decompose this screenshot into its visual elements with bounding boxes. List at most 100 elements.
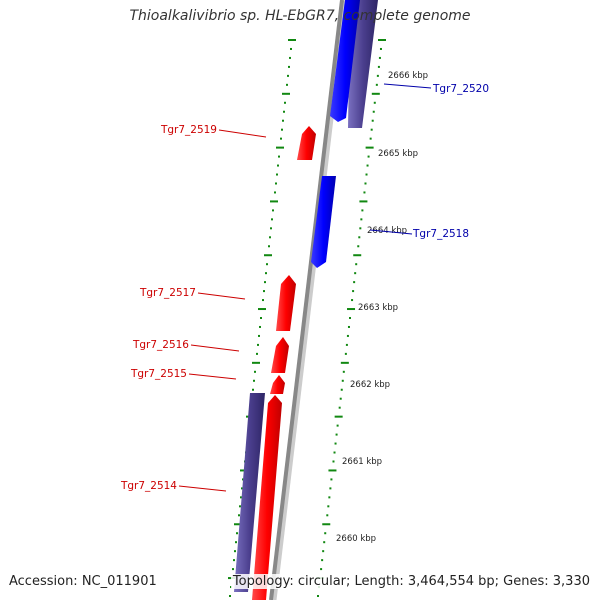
tick-mark [347,325,350,328]
scale-label: 2666 kbp [388,71,428,81]
gene-label: Tgr7_2519 [160,124,217,136]
gene-label-leader-line [178,485,227,492]
tick-mark [320,568,323,571]
tick-mark [288,39,296,41]
tick-mark [360,218,363,221]
genome-summary: Topology: circular; Length: 3,464,554 bp… [230,574,590,589]
tick-mark [263,290,265,293]
tick-mark [358,236,361,239]
tick-mark [253,379,255,382]
scale-label: 2660 kbp [336,534,376,544]
tick-mark [272,209,274,212]
tick-mark [344,352,347,355]
tick-mark [317,595,319,597]
tick-mark [234,523,242,526]
tick-mark [287,74,289,77]
gene-label: Tgr7_2518 [412,228,469,240]
tick-mark [229,595,231,597]
tick-mark [353,254,362,257]
gene-label: Tgr7_2514 [120,480,177,492]
tick-mark [277,164,279,167]
tick-mark [278,155,280,158]
tick-mark [334,442,337,445]
tick-mark [340,361,349,364]
gene-label-leader-line [188,373,237,380]
gene-label: Tgr7_2517 [139,287,196,299]
tick-mark [264,254,272,257]
tick-mark [239,505,241,508]
tick-mark [284,101,286,104]
tick-mark [258,334,260,337]
tick-mark [376,74,379,77]
tick-mark [361,209,364,212]
tick-mark [365,146,374,149]
tick-mark [357,245,360,248]
tick-mark [347,308,356,311]
tick-mark [266,263,268,266]
tick-mark [259,325,261,328]
tick-mark [322,550,325,553]
tick-mark [377,65,380,68]
tick-mark [353,281,356,284]
tick-mark [264,281,266,284]
tick-mark [268,245,270,248]
tick-mark [323,541,326,544]
tick-mark [265,272,267,275]
tick-mark [242,478,244,481]
tick-mark [260,317,262,319]
tick-mark [364,182,367,185]
tick-mark [281,128,283,131]
scale-label: 2664 kbp [367,226,407,236]
tick-mark [233,559,235,562]
tick-mark [379,47,382,50]
tick-mark [370,128,373,131]
tick-mark [280,137,282,140]
tick-mark [371,92,380,95]
gene-label: Tgr7_2516 [132,339,189,351]
tick-mark [322,523,331,526]
gene-label-leader-line [383,83,432,89]
tick-mark [328,496,331,499]
gene-label-leader-line [369,229,413,235]
tick-mark [289,56,291,59]
scale-label: 2665 kbp [378,149,418,159]
tick-mark [274,191,276,194]
tick-mark [240,496,242,499]
tick-mark [276,146,284,149]
tick-mark [235,541,237,544]
gene-tgr7-2517 [276,275,296,331]
scale-label: 2661 kbp [342,457,382,467]
tick-mark [369,137,372,140]
gene-tgr7-2516 [271,337,289,373]
accession-label: Accession: NC_011901 [9,574,157,589]
tick-mark [232,568,234,571]
tick-mark [234,550,236,553]
tick-mark [286,83,288,86]
tick-mark [327,505,330,508]
tick-mark [330,478,333,481]
map-title: Thioalkalivibrio sp. HL-EbGR7, complete … [129,8,471,24]
tick-mark [252,361,260,364]
tick-mark [275,182,277,185]
tick-mark [270,200,278,203]
tick-mark [290,47,292,50]
tick-mark [254,370,256,373]
tick-mark [355,263,358,266]
gene-label-leader-line [197,292,246,300]
tick-mark [288,65,290,68]
tick-mark [359,200,368,203]
tick-mark [262,299,264,302]
tick-mark [336,424,339,427]
tick-mark [351,299,354,302]
tick-mark [342,370,345,373]
gene-tgr7-2520 [330,0,360,122]
gene-tgr7-2514 [252,395,282,600]
tick-mark [269,236,271,239]
tick-mark [329,487,332,490]
tick-mark [339,397,342,400]
tick-mark [363,191,366,194]
genome-backbone [269,0,344,600]
tick-mark [378,39,386,41]
tick-mark [252,388,254,391]
tick-mark [256,352,258,355]
